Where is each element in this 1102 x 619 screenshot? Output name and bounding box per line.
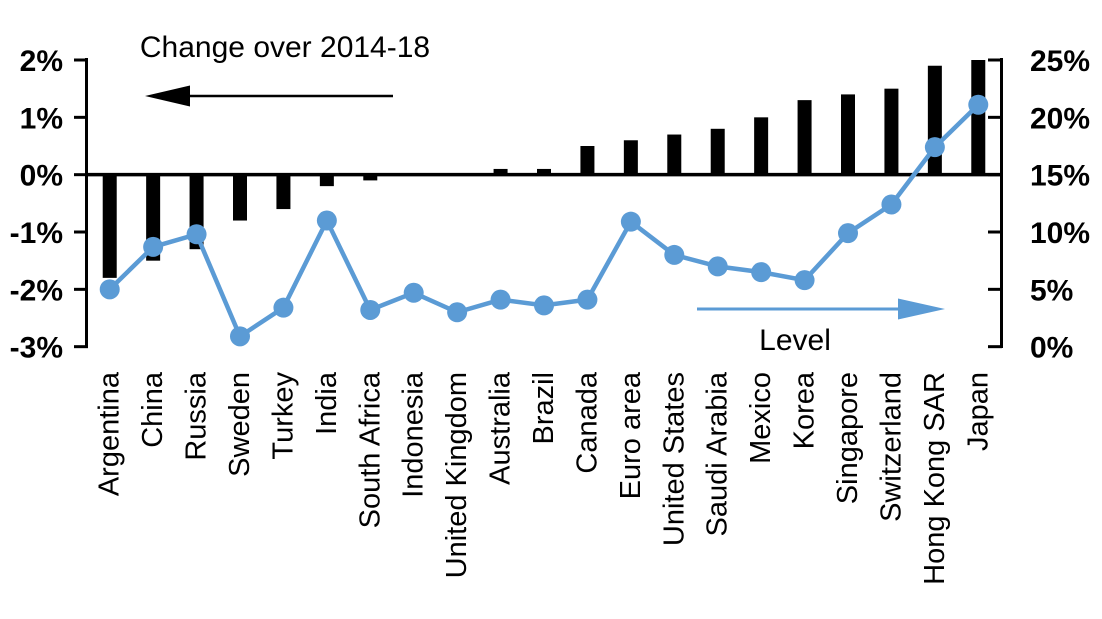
level-dot [968, 94, 989, 115]
level-dot [794, 270, 815, 291]
left-axis-tick-label: 0% [20, 160, 63, 193]
right-axis-tick-label: 25% [1030, 45, 1090, 78]
level-dot [230, 326, 250, 347]
left-axis-tick-label: 2% [20, 45, 63, 78]
category-label: Australia [485, 371, 517, 485]
level-dot [360, 299, 381, 320]
category-label: United States [658, 372, 690, 546]
level-dot [751, 262, 772, 283]
left-axis-tick-label: 1% [20, 102, 63, 135]
bar-series [102, 60, 986, 278]
bar [754, 117, 769, 175]
category-label: Canada [571, 371, 603, 473]
bar [276, 174, 291, 210]
category-label: Indonesia [398, 371, 430, 498]
category-label: Turkey [267, 372, 299, 460]
left-axis-tick-label: -2% [10, 274, 63, 307]
category-label: Argentina [94, 371, 126, 496]
category-label: Brazil [528, 372, 560, 445]
category-label: Singapore [832, 372, 864, 504]
category-label: Hong Kong SAR [919, 372, 951, 585]
bar [841, 94, 855, 175]
level-dot [577, 289, 598, 310]
line-series-annotation-label: Level [759, 324, 831, 357]
bar [710, 128, 725, 175]
level-dot [99, 279, 120, 300]
category-label: India [311, 371, 343, 435]
bar [102, 174, 117, 278]
category-label: United Kingdom [441, 372, 473, 578]
level-dot [924, 137, 945, 158]
level-arrowhead-icon [898, 298, 945, 320]
level-dot [447, 302, 468, 323]
left-axis-tick-label: -1% [10, 217, 63, 250]
bar [580, 146, 595, 175]
bar [319, 174, 334, 187]
category-label: Saudi Arabia [702, 371, 734, 536]
category-label: Euro area [615, 371, 647, 499]
bar [797, 100, 812, 175]
bar [363, 174, 378, 181]
level-dot [881, 194, 902, 215]
category-label: South Africa [354, 371, 386, 528]
level-dot [273, 297, 294, 318]
bar [623, 140, 638, 175]
level-dot [490, 289, 511, 310]
bar [233, 174, 247, 221]
change-arrowhead-icon [145, 85, 190, 107]
level-dot [316, 210, 337, 231]
category-label: Russia [181, 371, 213, 461]
right-axis-tick-label: 5% [1030, 274, 1073, 307]
bar [537, 168, 551, 175]
category-label: Sweden [224, 372, 256, 477]
bar [493, 168, 508, 175]
bar [667, 134, 682, 175]
right-axis-tick-label: 20% [1030, 102, 1090, 135]
level-dot [838, 223, 858, 244]
level-dot [143, 236, 164, 257]
level-dot [664, 244, 685, 265]
bar-series-annotation-label: Change over 2014-18 [140, 31, 430, 64]
category-label: Switzerland [875, 372, 907, 522]
level-dot [620, 211, 641, 232]
category-label: Korea [789, 371, 821, 449]
category-label: Mexico [745, 372, 777, 464]
level-dot [707, 256, 728, 277]
bar [927, 65, 942, 175]
level-dot [403, 282, 424, 303]
right-axis-tick-label: 10% [1030, 217, 1090, 250]
level-dot-series [99, 94, 989, 347]
right-axis-tick-label: 15% [1030, 160, 1090, 193]
level-dot [186, 224, 207, 245]
category-label: Japan [962, 372, 994, 451]
right-axis-tick-label: 0% [1030, 332, 1073, 365]
bar [884, 88, 899, 175]
level-dot [534, 295, 554, 316]
category-label: China [137, 371, 169, 448]
bar [971, 60, 986, 175]
left-axis-tick-label: -3% [10, 332, 63, 365]
